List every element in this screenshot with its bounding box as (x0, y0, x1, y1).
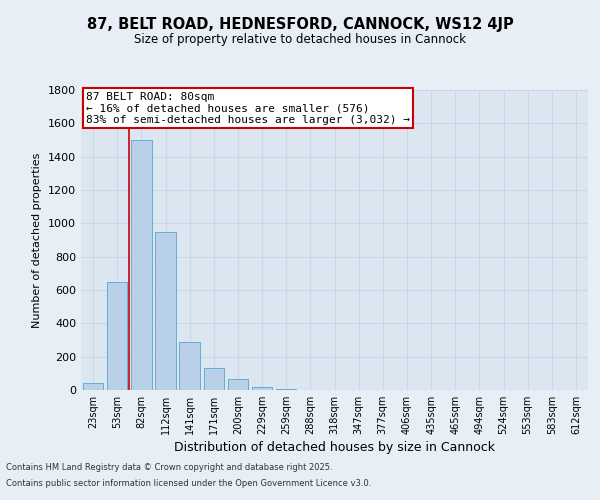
Bar (276, 388, 296, 390)
Bar (155, 232, 176, 390)
X-axis label: Distribution of detached houses by size in Cannock: Distribution of detached houses by size … (174, 441, 495, 454)
Bar (203, 368, 224, 390)
Bar (179, 342, 200, 390)
Y-axis label: Number of detached properties: Number of detached properties (32, 152, 43, 328)
Text: Size of property relative to detached houses in Cannock: Size of property relative to detached ho… (134, 32, 466, 46)
Text: Contains public sector information licensed under the Open Government Licence v3: Contains public sector information licen… (6, 479, 371, 488)
Text: 87 BELT ROAD: 80sqm
← 16% of detached houses are smaller (576)
83% of semi-detac: 87 BELT ROAD: 80sqm ← 16% of detached ho… (86, 92, 410, 124)
Bar (83, 382, 103, 390)
Bar (107, 282, 127, 390)
Text: 87, BELT ROAD, HEDNESFORD, CANNOCK, WS12 4JP: 87, BELT ROAD, HEDNESFORD, CANNOCK, WS12… (86, 18, 514, 32)
Text: Contains HM Land Registry data © Crown copyright and database right 2025.: Contains HM Land Registry data © Crown c… (6, 462, 332, 471)
Bar (252, 386, 272, 390)
Bar (131, 140, 152, 390)
Bar (227, 379, 248, 390)
